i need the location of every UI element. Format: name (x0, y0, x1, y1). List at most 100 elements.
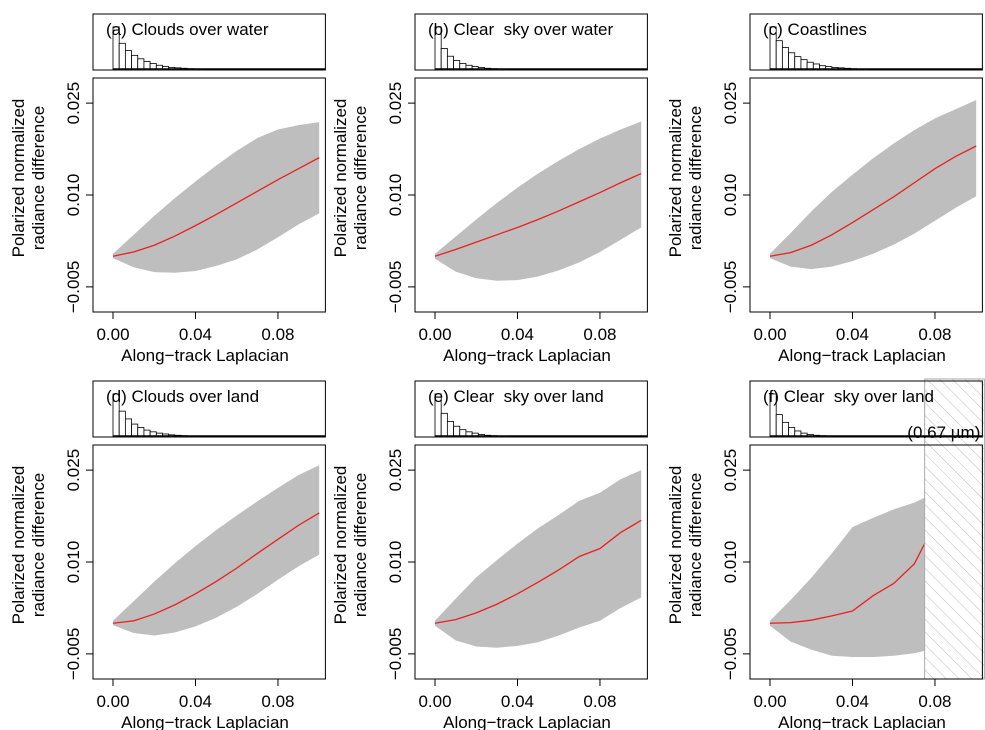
plot-area (769, 497, 926, 657)
x-tick-label: 0.08 (583, 325, 616, 344)
hist-bar (446, 55, 454, 71)
hist-frame (749, 380, 983, 438)
x-axis-label: Along−track Laplacian (121, 713, 289, 730)
band (435, 470, 642, 648)
plot-area (769, 100, 977, 270)
x-tick-label: 0.00 (96, 692, 129, 711)
annotation: (0.67 µm) (907, 423, 980, 442)
hist-bar (118, 42, 126, 71)
x-axis-label: Along−track Laplacian (778, 713, 946, 730)
x-tick-label: 0.04 (179, 692, 212, 711)
hist-bar (781, 421, 789, 438)
panel: (c) Coastlines 0.00 0.04 0.08 Along−track La… (666, 13, 983, 365)
mean-line (112, 512, 320, 624)
y-axis-label: Polarized normalized (666, 466, 685, 625)
band (770, 497, 925, 657)
x-tick-label: 0.08 (261, 325, 294, 344)
y-axis-label: Polarized normalized (9, 466, 28, 625)
x-axis-label: Along−track Laplacian (443, 713, 611, 730)
x-tick-label: 0.04 (836, 325, 869, 344)
mean-line (769, 543, 926, 624)
y-axis-label: Polarized normalized (331, 99, 350, 258)
band (113, 465, 320, 636)
hist-frame (414, 13, 648, 71)
x-axis-label: Along−track Laplacian (778, 346, 946, 365)
panel: (b) Clear sky over water 0.00 0.04 0.08 Alon… (331, 13, 648, 365)
y-tick-label: 0.010 (721, 541, 740, 584)
hist-bar (781, 47, 789, 71)
hist-bar (788, 52, 796, 71)
x-tick-label: 0.00 (418, 325, 451, 344)
y-tick-label: −0.005 (64, 628, 83, 680)
x-tick-label: 0.00 (418, 692, 451, 711)
x-tick-label: 0.04 (836, 692, 869, 711)
x-tick-label: 0.00 (96, 325, 129, 344)
hist-bar (794, 56, 802, 71)
x-tick-label: 0.08 (918, 692, 951, 711)
x-tick-label: 0.00 (753, 325, 786, 344)
band (113, 122, 320, 273)
x-axis-label: Along−track Laplacian (121, 346, 289, 365)
y-tick-label: −0.005 (721, 261, 740, 313)
x-tick-label: 0.08 (583, 692, 616, 711)
x-tick-label: 0.08 (918, 325, 951, 344)
panel-title: (f) Clear sky over land (763, 387, 934, 406)
panel: (d) Clouds over land 0.00 0.04 0.08 Along−tr… (9, 380, 326, 730)
hist-bar (440, 48, 448, 71)
y-tick-label: 0.025 (386, 449, 405, 492)
y-tick-label: 0.010 (64, 174, 83, 217)
y-tick-label: 0.010 (386, 541, 405, 584)
hist-bar (775, 40, 783, 71)
y-tick-label: −0.005 (64, 261, 83, 313)
y-axis-label: radiance difference (351, 473, 370, 617)
y-axis-label: Polarized normalized (666, 99, 685, 258)
y-tick-label: 0.010 (386, 174, 405, 217)
y-tick-label: 0.025 (721, 82, 740, 125)
y-axis-label: radiance difference (351, 106, 370, 250)
panel-title: (c) Coastlines (763, 20, 867, 39)
y-tick-label: −0.005 (386, 261, 405, 313)
x-tick-label: 0.04 (179, 325, 212, 344)
mean-line (769, 145, 977, 257)
y-tick-label: 0.010 (721, 174, 740, 217)
hist-bar (440, 412, 448, 438)
y-axis-label: radiance difference (29, 106, 48, 250)
panel-title: (d) Clouds over land (106, 387, 259, 406)
x-tick-label: 0.00 (753, 692, 786, 711)
panel-title: (a) Clouds over water (106, 20, 269, 39)
hist-bar (775, 414, 783, 438)
hist-bar (124, 50, 132, 71)
plot-area (434, 470, 642, 648)
panel: (a) Clouds over water 0.00 0.04 0.08 Along−t… (9, 13, 326, 365)
y-tick-label: 0.025 (64, 449, 83, 492)
hist-bar (131, 423, 139, 438)
hist-bar (446, 421, 454, 438)
panel: (e) Clear sky over land 0.00 0.04 0.08 Along… (331, 380, 648, 730)
hatched-region (924, 378, 985, 680)
y-axis-label: Polarized normalized (331, 466, 350, 625)
x-tick-label: 0.04 (501, 325, 534, 344)
y-tick-label: −0.005 (386, 628, 405, 680)
y-tick-label: −0.005 (721, 628, 740, 680)
y-tick-label: 0.010 (64, 541, 83, 584)
mean-line (434, 172, 642, 257)
x-axis-label: Along−track Laplacian (443, 346, 611, 365)
panel-title: (e) Clear sky over land (428, 387, 604, 406)
band (435, 121, 642, 281)
x-tick-label: 0.08 (261, 692, 294, 711)
hist-bar (124, 418, 132, 438)
mean-line (112, 157, 320, 257)
y-axis-label: radiance difference (29, 473, 48, 617)
mean-line (434, 519, 642, 624)
panel-title: (b) Clear sky over water (428, 20, 613, 39)
y-tick-label: 0.025 (64, 82, 83, 125)
hist-bar (118, 410, 126, 438)
x-tick-label: 0.04 (501, 692, 534, 711)
plot-area (434, 121, 642, 281)
hist-frame (414, 380, 648, 438)
y-tick-label: 0.025 (721, 449, 740, 492)
y-axis-label: radiance difference (686, 473, 705, 617)
y-axis-label: Polarized normalized (9, 99, 28, 258)
band (770, 100, 977, 270)
y-axis-label: radiance difference (686, 106, 705, 250)
